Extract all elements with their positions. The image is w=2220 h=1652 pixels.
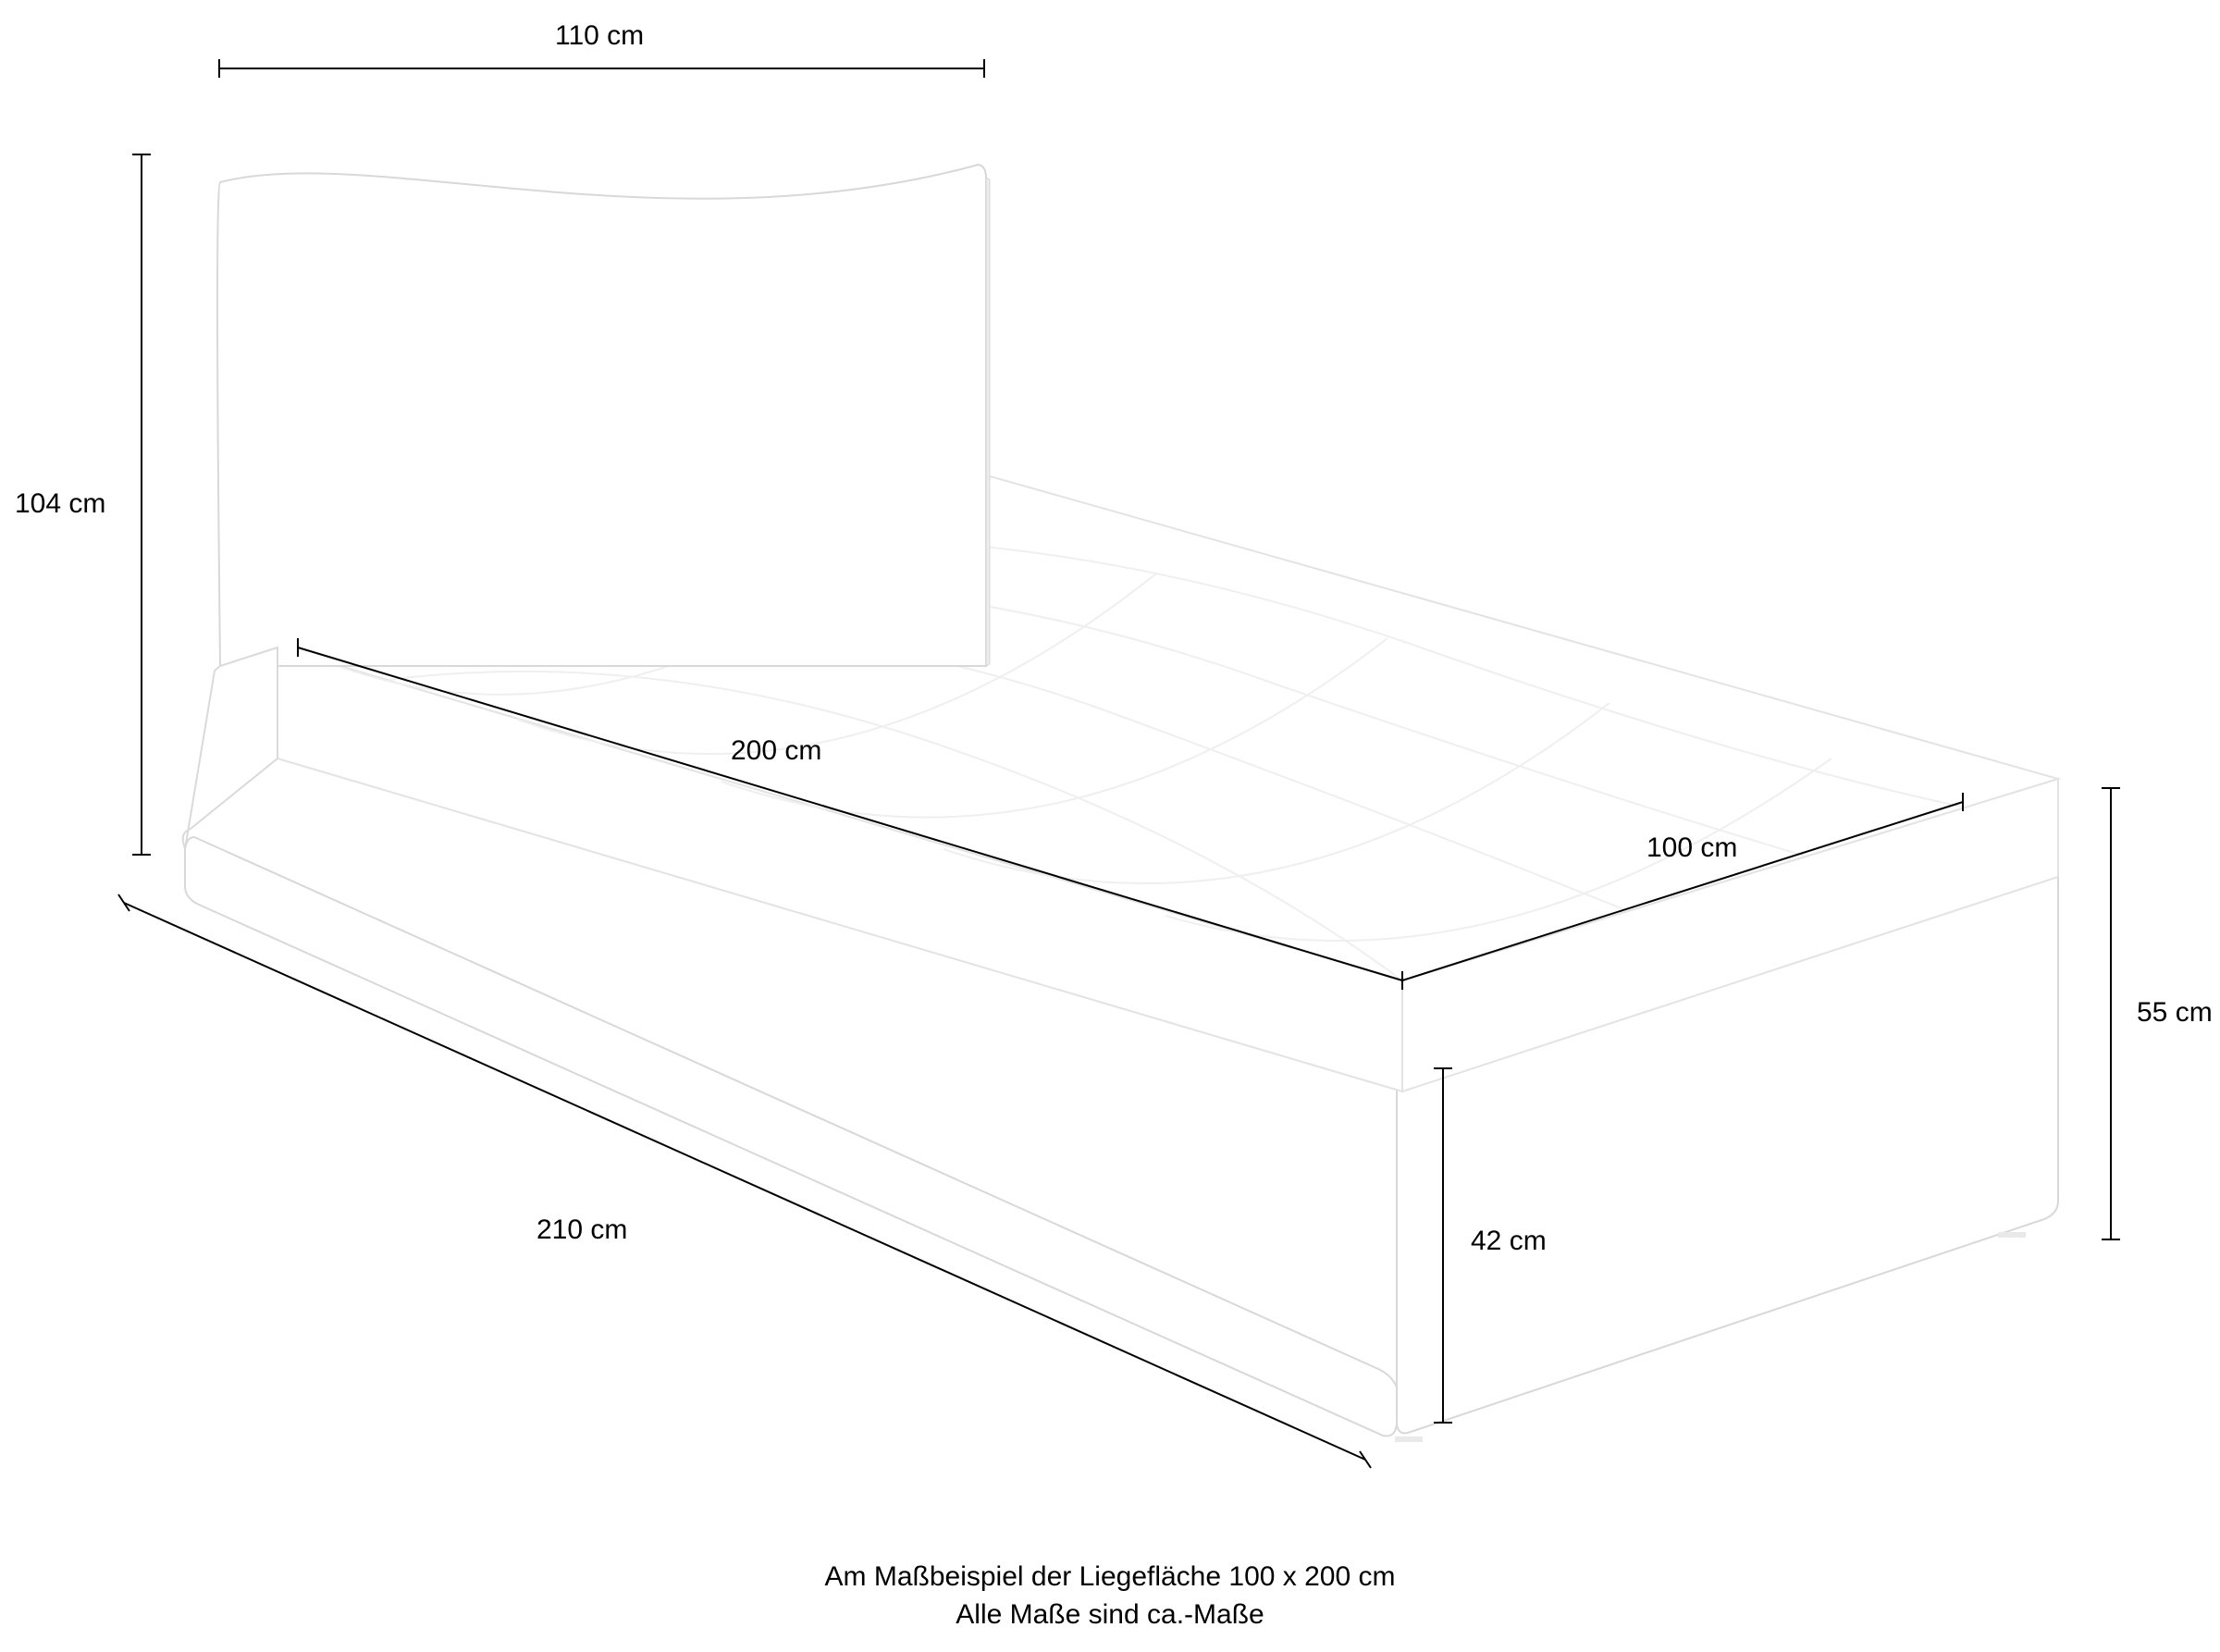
caption-line-1: Am Maßbeispiel der Liegefläche 100 x 200… [825,1559,1396,1597]
foot-shadow-1 [1395,1436,1423,1442]
foot-shadow-2 [1998,1232,2026,1238]
label-110cm: 110 cm [555,20,644,52]
dim-headboard-width [219,59,984,78]
frame-left-lip [183,647,278,849]
dim-total-height [132,154,151,855]
label-210cm: 210 cm [536,1214,627,1246]
dim-total-with-mattress [2102,788,2120,1239]
headboard [217,165,986,666]
diagram-stage: 110 cm 104 cm 200 cm 100 cm 210 cm 42 cm… [0,0,2220,1652]
label-42cm: 42 cm [1471,1226,1547,1257]
label-104cm: 104 cm [15,488,105,520]
bed-diagram-svg [0,0,2220,1652]
label-200cm: 200 cm [731,735,821,767]
label-55cm: 55 cm [2137,997,2213,1029]
headboard-edge [986,178,990,666]
caption: Am Maßbeispiel der Liegefläche 100 x 200… [825,1559,1396,1634]
label-100cm: 100 cm [1646,832,1737,864]
caption-line-2: Alle Maße sind ca.-Maße [825,1597,1396,1634]
